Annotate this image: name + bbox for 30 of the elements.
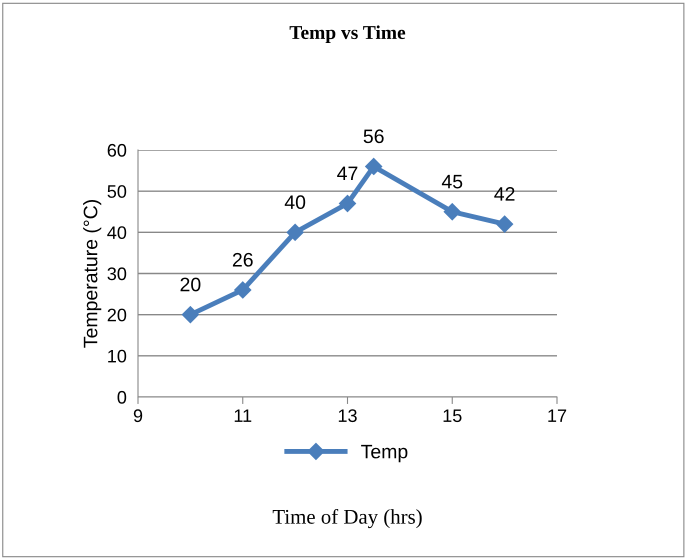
data-label: 47: [337, 166, 358, 180]
point: [444, 203, 461, 220]
point: [365, 158, 382, 176]
point: [496, 216, 514, 233]
x-tick-label: 17: [548, 409, 566, 422]
data-label: 56: [364, 129, 384, 144]
data-label: 20: [180, 278, 200, 292]
point: [182, 306, 199, 324]
y-tick-label: 0: [118, 390, 126, 404]
data-label: 42: [494, 187, 514, 201]
data-label: 26: [232, 252, 253, 267]
point: [338, 194, 356, 212]
y-tick-label: 20: [108, 308, 126, 322]
legend-label: Temp: [361, 444, 408, 462]
y-tick-label: 60: [108, 144, 126, 157]
x-tick-label: 13: [338, 409, 357, 422]
data-label: 40: [284, 195, 306, 210]
x-axis-title: Time of Day (hrs): [272, 508, 422, 528]
x-tick-label: 11: [234, 409, 252, 422]
x-tick-label: 15: [444, 409, 462, 422]
y-tick-label: 50: [108, 185, 126, 198]
data-label: 45: [442, 174, 462, 188]
chart-title: Temp vs Time: [290, 25, 406, 44]
y-tick-label: 10: [108, 350, 126, 363]
x-tick-label: 9: [134, 409, 142, 422]
y-tick-label: 40: [107, 226, 126, 240]
y-axis-title: Temperature (°C): [83, 200, 102, 348]
point: [234, 281, 252, 299]
point: [286, 224, 304, 241]
y-tick-label: 30: [107, 267, 126, 280]
